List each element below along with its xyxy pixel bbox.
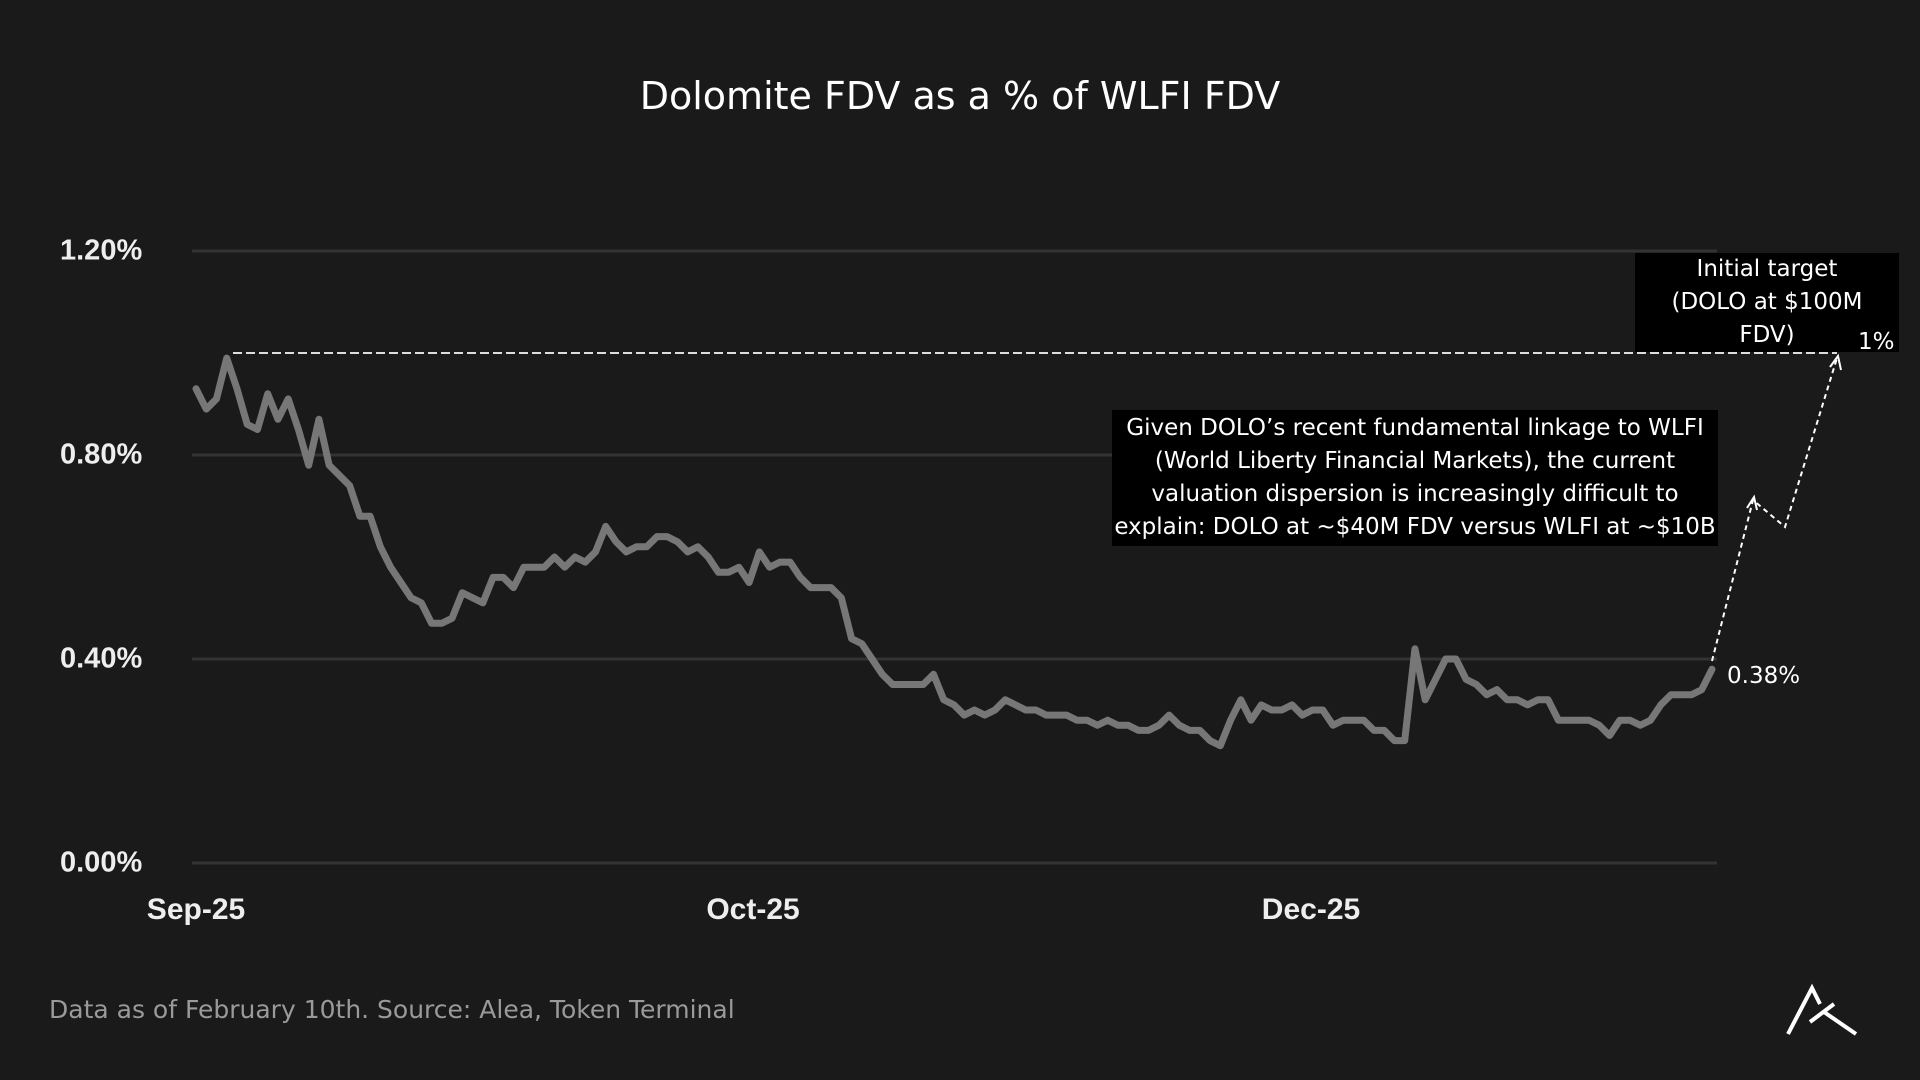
x-tick-label: Sep-25: [146, 893, 246, 926]
x-tick-label: Oct-25: [706, 893, 800, 926]
reference-line-label: 1%: [1858, 329, 1895, 355]
note-annotation: Given DOLO’s recent fundamental linkage …: [1112, 410, 1718, 546]
target-annotation-line: Initial target: [1696, 256, 1838, 282]
y-tick-label: 0.80%: [60, 438, 143, 471]
projection-arrow: [1711, 357, 1838, 662]
y-tick-label: 1.20%: [60, 234, 143, 267]
target-annotation: Initial target (DOLO at $100M FDV): [1635, 253, 1899, 352]
arrowhead-icon: [1829, 353, 1842, 371]
y-tick-label: 0.00%: [60, 846, 143, 879]
chart-title: Dolomite FDV as a % of WLFI FDV: [639, 74, 1281, 118]
target-annotation-line: (DOLO at $100M FDV): [1671, 289, 1863, 348]
arrowhead-icon: [1746, 494, 1758, 511]
last-value-label: 0.38%: [1727, 663, 1801, 689]
alea-logo-icon: [1786, 983, 1858, 1036]
note-line: valuation dispersion is increasingly dif…: [1151, 481, 1679, 507]
footnote: Data as of February 10th. Source: Alea, …: [49, 995, 735, 1024]
note-line: (World Liberty Financial Markets), the c…: [1154, 448, 1676, 474]
note-line: explain: DOLO at ~$40M FDV versus WLFI a…: [1114, 514, 1716, 540]
x-tick-label: Dec-25: [1261, 893, 1361, 926]
y-tick-label: 0.40%: [60, 642, 143, 675]
note-line: Given DOLO’s recent fundamental linkage …: [1126, 415, 1704, 441]
